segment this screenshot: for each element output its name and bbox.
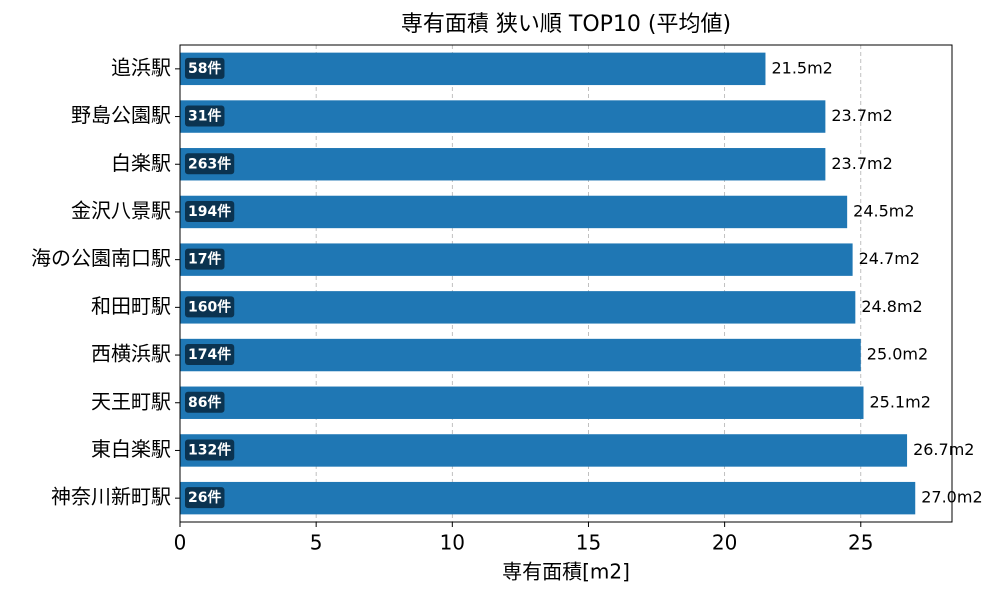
- value-label: 24.7m2: [859, 249, 920, 268]
- bar-label-box: [185, 153, 235, 175]
- bar: [180, 148, 826, 181]
- bar: [180, 52, 766, 86]
- value-label: 21.5m2: [771, 58, 832, 77]
- x-tick-label: 0: [174, 531, 187, 555]
- bar-label-box: [185, 200, 235, 222]
- bar-label-box: [185, 391, 225, 413]
- bar-label: 174件: [188, 346, 231, 363]
- bar-label: 194件: [188, 203, 231, 220]
- chart-title: 専有面積 狭い順 TOP10 (平均値): [401, 12, 731, 37]
- value-label: 23.7m2: [831, 106, 892, 125]
- y-tick-label: 天王町駅: [91, 389, 171, 413]
- bar-label-box: [185, 248, 225, 270]
- y-tick-label: 金沢八景駅: [71, 198, 171, 222]
- value-label: 25.0m2: [867, 345, 928, 364]
- x-tick-label: 5: [310, 531, 323, 555]
- bar: [180, 481, 916, 515]
- value-label: 25.1m2: [869, 392, 930, 411]
- plot-frame: [179, 44, 953, 523]
- bar: [180, 434, 908, 467]
- bar: [180, 386, 864, 419]
- bar: [180, 338, 861, 372]
- x-axis-label: 専有面積[m2]: [502, 560, 630, 584]
- value-label: 24.5m2: [853, 201, 914, 220]
- y-tick-label: 海の公園南口駅: [31, 246, 171, 270]
- y-tick-label: 西横浜駅: [91, 342, 171, 366]
- bar-label: 132件: [188, 441, 231, 458]
- bar-label: 160件: [188, 298, 231, 315]
- y-tick-label: 野島公園駅: [71, 103, 171, 127]
- bar: [180, 243, 853, 276]
- bar-label-box: [185, 105, 225, 127]
- y-tick-label: 和田町駅: [91, 294, 171, 318]
- bar-label-box: [185, 344, 235, 366]
- x-tick-label: 20: [712, 531, 737, 555]
- bar-label: 31件: [188, 108, 221, 125]
- y-tick-label: 東白楽駅: [91, 437, 171, 461]
- bar: [180, 291, 856, 324]
- bar-label: 17件: [188, 251, 221, 268]
- value-label: 23.7m2: [831, 154, 892, 173]
- x-tick-label: 25: [848, 531, 873, 555]
- bar-label-box: [185, 57, 225, 79]
- bar-label: 263件: [188, 155, 231, 172]
- x-tick-label: 15: [576, 531, 601, 555]
- bar-label: 86件: [188, 394, 221, 411]
- y-tick-label: 追浜駅: [111, 55, 171, 79]
- bar: [180, 195, 848, 229]
- bar: [180, 100, 826, 133]
- y-tick-label: 白楽駅: [111, 151, 171, 175]
- y-tick-label: 神奈川新町駅: [51, 485, 171, 509]
- x-tick-label: 10: [440, 531, 465, 555]
- bar-label: 26件: [188, 489, 221, 506]
- value-label: 26.7m2: [913, 440, 974, 459]
- bar-label-box: [185, 439, 235, 461]
- bar-label: 58件: [188, 60, 221, 77]
- bar-label-box: [185, 487, 225, 509]
- bar-label-box: [185, 296, 235, 318]
- value-label: 24.8m2: [861, 297, 922, 316]
